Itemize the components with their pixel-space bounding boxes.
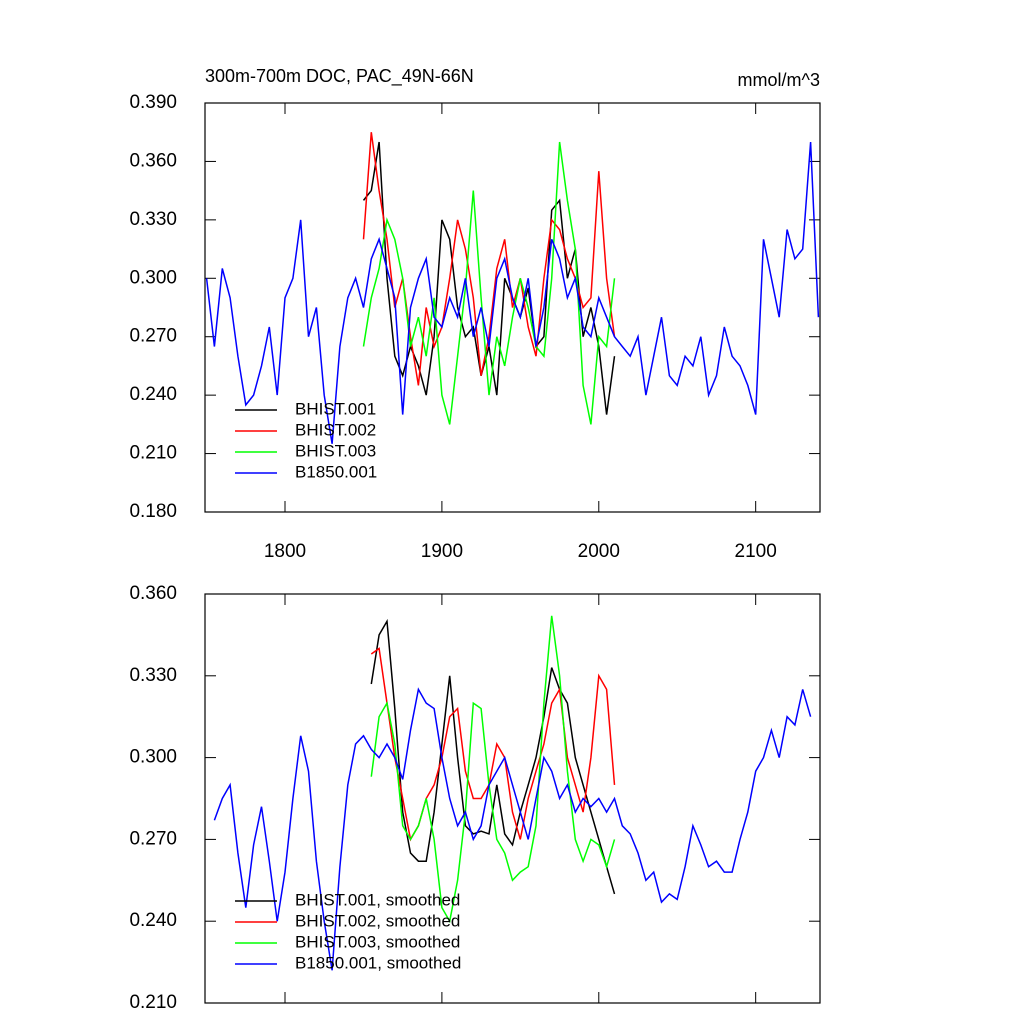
y-tick-label: 0.300 bbox=[129, 747, 177, 768]
legend-label: B1850.001, smoothed bbox=[295, 953, 461, 972]
x-tick-label: 2000 bbox=[578, 541, 620, 562]
x-tick-label: 1900 bbox=[421, 541, 463, 562]
y-tick-label: 0.330 bbox=[129, 209, 177, 230]
y-tick-label: 0.210 bbox=[129, 992, 177, 1013]
chart-title: 300m-700m DOC, PAC_49N-66N bbox=[205, 66, 474, 87]
data-line bbox=[362, 141, 616, 425]
y-tick-label: 0.180 bbox=[129, 501, 177, 522]
x-tick-label: 1800 bbox=[264, 541, 306, 562]
y-tick-label: 0.300 bbox=[129, 267, 177, 288]
y-tick-label: 0.210 bbox=[129, 443, 177, 464]
y-tick-label: 0.360 bbox=[129, 150, 177, 171]
plot-frame bbox=[204, 593, 821, 1004]
legend-label: B1850.001 bbox=[295, 462, 377, 481]
plot-frame bbox=[204, 102, 821, 513]
units-label: mmol/m^3 bbox=[738, 70, 820, 90]
y-tick-label: 0.270 bbox=[129, 326, 177, 347]
x-tick-label: 2100 bbox=[735, 541, 777, 562]
y-tick-label: 0.390 bbox=[129, 92, 177, 113]
y-tick-label: 0.360 bbox=[129, 583, 177, 604]
data-line bbox=[213, 687, 812, 971]
data-line bbox=[370, 615, 616, 924]
data-line bbox=[370, 618, 616, 895]
y-tick-label: 0.240 bbox=[129, 910, 177, 931]
legend-label: BHIST.003, smoothed bbox=[295, 932, 460, 951]
y-tick-label: 0.270 bbox=[129, 828, 177, 849]
y-tick-label: 0.330 bbox=[129, 665, 177, 686]
y-tick-label: 0.240 bbox=[129, 384, 177, 405]
legend-label: BHIST.001 bbox=[295, 399, 376, 418]
legend-label: BHIST.001, smoothed bbox=[295, 890, 460, 909]
legend-label: BHIST.003 bbox=[295, 441, 376, 460]
data-line bbox=[205, 141, 820, 444]
legend-label: BHIST.002, smoothed bbox=[295, 911, 460, 930]
legend-label: BHIST.002 bbox=[295, 420, 376, 439]
